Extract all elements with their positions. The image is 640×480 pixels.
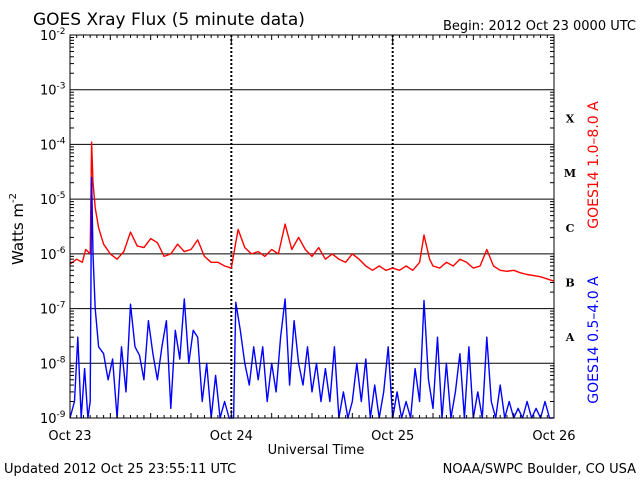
legend-long-channel-label: GOES14 1.0–8.0 A <box>586 101 602 229</box>
flare-class-label: A <box>565 331 575 344</box>
legend-short-channel-label: GOES14 0.5–4.0 A <box>586 276 602 404</box>
y-tick-exponent: -5 <box>57 191 66 201</box>
x-axis: Oct 23 Oct 24 Oct 25 Oct 26 <box>48 35 576 444</box>
plot-frame <box>69 34 555 419</box>
legend-short-channel: GOES14 0.5–4.0 A <box>586 276 602 404</box>
y-tick-exponent: -7 <box>57 301 66 311</box>
y-tick-label: 10-5 <box>40 191 66 208</box>
y-axis: 10-210-310-410-510-610-710-810-9 <box>40 27 554 427</box>
legend-long-channel: GOES14 1.0–8.0 A <box>586 101 602 229</box>
y-tick-base: 10 <box>40 303 57 318</box>
x-tick-label: Oct 26 <box>532 429 575 444</box>
series-layer <box>69 141 554 419</box>
y-tick-exponent: -4 <box>57 136 66 146</box>
y-tick-base: 10 <box>40 138 57 153</box>
y-axis-title-text: Watts m <box>9 203 27 265</box>
grid <box>70 34 554 419</box>
chart-title: GOES Xray Flux (5 minute data) <box>33 10 305 30</box>
flare-class-labels: X M C B A <box>564 112 576 344</box>
y-tick-label: 10-2 <box>40 27 66 44</box>
x-tick-label: Oct 25 <box>371 429 414 444</box>
updated-timestamp: Updated 2012 Oct 25 23:55:11 UTC <box>4 462 236 477</box>
y-tick-label: 10-9 <box>40 410 66 427</box>
y-tick-exponent: -9 <box>57 410 66 420</box>
y-axis-title: Watts m-2 <box>8 193 27 265</box>
begin-label: Begin: 2012 Oct 23 0000 UTC <box>443 19 636 34</box>
flare-class-label: C <box>566 222 575 235</box>
y-tick-exponent: -8 <box>57 355 66 365</box>
y-tick-label: 10-4 <box>40 136 66 153</box>
source-credit: NOAA/SWPC Boulder, CO USA <box>443 462 636 477</box>
y-tick-base: 10 <box>40 248 57 263</box>
svg-text:Watts m-2: Watts m-2 <box>8 193 27 265</box>
flare-class-label: X <box>566 112 575 125</box>
series-long-channel-line <box>69 141 554 282</box>
y-tick-base: 10 <box>40 357 57 372</box>
series-short-channel-line <box>69 176 554 419</box>
x-tick-label: Oct 23 <box>48 429 91 444</box>
y-tick-label: 10-3 <box>40 82 66 99</box>
x-tick-label: Oct 24 <box>210 429 253 444</box>
y-tick-base: 10 <box>40 193 57 208</box>
y-tick-base: 10 <box>40 412 57 427</box>
y-tick-exponent: -3 <box>57 82 66 92</box>
flare-class-label: B <box>565 276 574 289</box>
y-tick-label: 10-7 <box>40 301 66 318</box>
y-axis-title-exponent: -2 <box>8 193 19 203</box>
y-tick-label: 10-8 <box>40 355 66 372</box>
y-tick-base: 10 <box>40 29 57 44</box>
y-tick-label: 10-6 <box>40 246 66 263</box>
y-tick-exponent: -2 <box>57 27 66 37</box>
x-axis-title: Universal Time <box>268 443 365 458</box>
flare-class-label: M <box>564 167 576 180</box>
y-tick-base: 10 <box>40 84 57 99</box>
y-tick-exponent: -6 <box>57 246 66 256</box>
